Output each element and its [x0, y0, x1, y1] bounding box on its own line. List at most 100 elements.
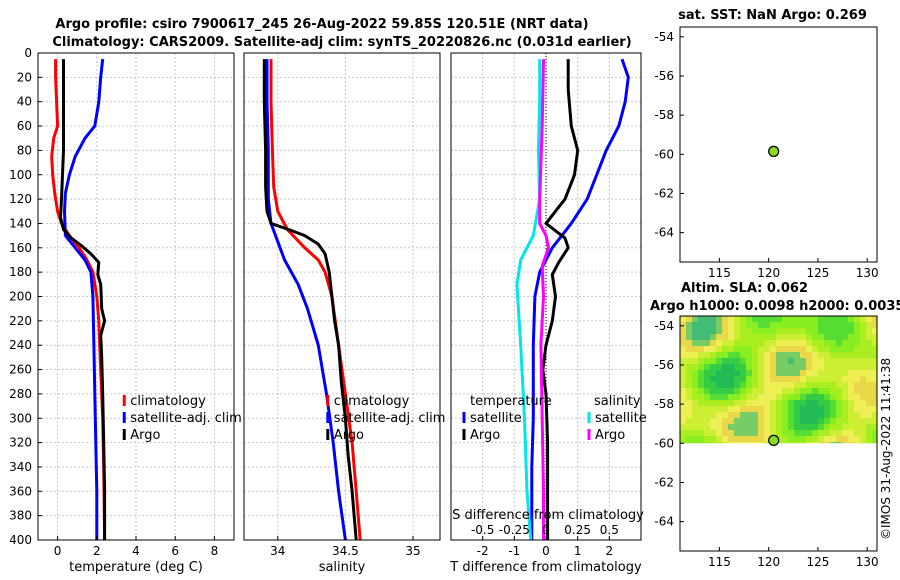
- sla-cell: [764, 376, 770, 382]
- sla-cell: [764, 340, 770, 346]
- sla-cell: [764, 442, 770, 444]
- sla-cell: [848, 436, 854, 442]
- map-y-tick-label: -64: [654, 226, 674, 240]
- sla-cell: [794, 388, 800, 394]
- sla-cell: [764, 352, 770, 358]
- sla-cell: [860, 430, 866, 436]
- y-tick-label: 60: [17, 119, 32, 133]
- sla-cell: [770, 334, 776, 340]
- sla-cell: [788, 322, 794, 328]
- sla-cell: [788, 430, 794, 436]
- sla-cell: [698, 388, 704, 394]
- sla-cell: [836, 442, 842, 444]
- sla-cell: [842, 340, 848, 346]
- sla-cell: [806, 424, 812, 430]
- sla-cell: [686, 376, 692, 382]
- legend-title-temperature: temperature: [470, 394, 552, 409]
- sla-cell: [818, 388, 824, 394]
- sla-cell: [686, 382, 692, 388]
- sla-cell: [830, 394, 836, 400]
- sla-cell: [812, 352, 818, 358]
- sla-cell: [764, 364, 770, 370]
- sla-cell: [728, 316, 734, 322]
- sla-cell: [686, 394, 692, 400]
- series-line-temperature-satellite: [530, 58, 630, 540]
- sla-cell: [746, 382, 752, 388]
- sla-cell: [872, 340, 877, 346]
- sla-cell: [704, 400, 710, 406]
- sla-cell: [788, 382, 794, 388]
- sla-cell: [770, 424, 776, 430]
- sla-cell: [758, 436, 764, 442]
- sla-cell: [818, 412, 824, 418]
- sst-map-panel: -54 -56 -58 -60 -62 -64 115 120 125 130 sat. SST: …: [654, 8, 878, 280]
- sla-cell: [746, 346, 752, 352]
- map-title: sat. SST: NaN Argo: 0.269: [678, 8, 867, 23]
- sla-cell: [836, 418, 842, 424]
- sla-cell: [800, 322, 806, 328]
- sla-cell: [782, 358, 788, 364]
- sla-cell: [698, 394, 704, 400]
- sla-cell: [872, 352, 877, 358]
- sla-cell: [800, 340, 806, 346]
- sla-cell: [746, 430, 752, 436]
- sla-cell: [806, 430, 812, 436]
- sla-cell: [680, 316, 686, 322]
- sla-cell: [740, 316, 746, 322]
- sla-cell: [716, 418, 722, 424]
- sla-cell: [812, 382, 818, 388]
- sla-cell: [686, 358, 692, 364]
- sla-cell: [704, 316, 710, 322]
- sla-cell: [860, 418, 866, 424]
- sla-cell: [836, 334, 842, 340]
- y-tick-label: 380: [9, 509, 32, 523]
- sla-cell: [770, 322, 776, 328]
- sla-map-panel: -54 -56 -58 -60 -62 -64 115 120 125 130 Altim. SLA…: [650, 281, 900, 569]
- sla-cell: [824, 370, 830, 376]
- sla-cell: [848, 340, 854, 346]
- temperature-panel: 0 2 4 6 8 temperature (deg C) 0 20 40 60 80 100 120 1…: [9, 46, 242, 575]
- sla-cell: [710, 382, 716, 388]
- sla-cell: [806, 340, 812, 346]
- sla-cell: [842, 406, 848, 412]
- map-y-tick-label: -54: [654, 319, 674, 333]
- sla-cell: [746, 316, 752, 322]
- sla-cell: [692, 394, 698, 400]
- sla-cell: [722, 382, 728, 388]
- sla-cell: [728, 328, 734, 334]
- sla-cell: [818, 370, 824, 376]
- sla-cell: [854, 346, 860, 352]
- sla-cell: [746, 334, 752, 340]
- sla-cell: [716, 364, 722, 370]
- sla-cell: [872, 328, 877, 334]
- sla-cell: [764, 334, 770, 340]
- sla-cell: [698, 328, 704, 334]
- sla-cell: [800, 382, 806, 388]
- sla-cell: [872, 406, 877, 412]
- sla-cell: [848, 388, 854, 394]
- sla-cell: [746, 364, 752, 370]
- sla-cell: [764, 394, 770, 400]
- sla-cell: [770, 328, 776, 334]
- sla-cell: [848, 430, 854, 436]
- sla-cell: [680, 328, 686, 334]
- sla-cell: [698, 400, 704, 406]
- sla-cell: [752, 346, 758, 352]
- sla-cell: [842, 364, 848, 370]
- sla-cell: [782, 436, 788, 442]
- sla-cell: [806, 328, 812, 334]
- sla-cell: [686, 430, 692, 436]
- sla-cell: [842, 400, 848, 406]
- sla-cell: [692, 352, 698, 358]
- sla-cell: [854, 436, 860, 442]
- sla-cell: [722, 370, 728, 376]
- sla-cell: [854, 382, 860, 388]
- sla-cell: [866, 376, 872, 382]
- sla-cell: [824, 364, 830, 370]
- sla-cell: [692, 370, 698, 376]
- sla-cell: [830, 346, 836, 352]
- sla-cell: [788, 418, 794, 424]
- sla-cell: [788, 358, 794, 364]
- sla-cell: [686, 424, 692, 430]
- sla-cell: [716, 400, 722, 406]
